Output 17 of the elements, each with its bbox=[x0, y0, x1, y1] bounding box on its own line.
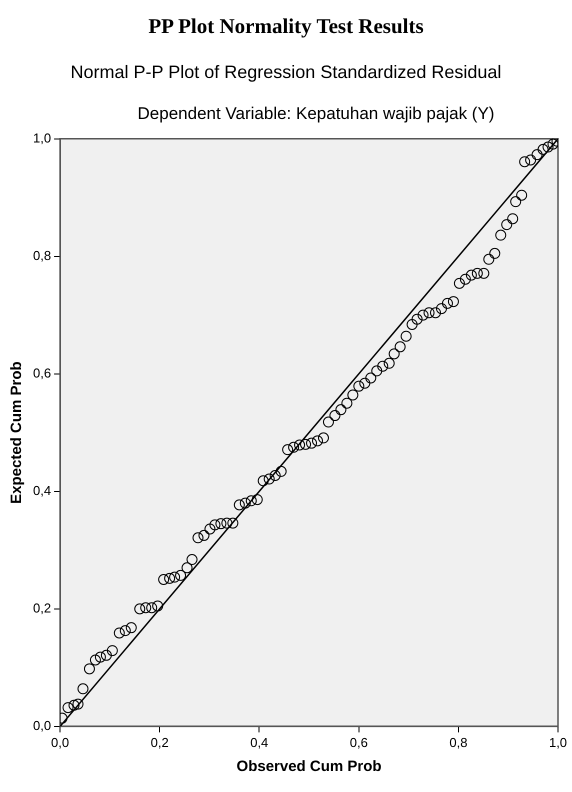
y-tick-label: 0,4 bbox=[32, 482, 52, 498]
y-axis-title: Expected Cum Prob bbox=[8, 361, 26, 504]
y-tick-label: 0,6 bbox=[32, 365, 52, 380]
x-tick-label: 0,0 bbox=[51, 734, 70, 750]
x-tick-label: 0,4 bbox=[250, 734, 268, 750]
chart-subtitle: Normal P-P Plot of Regression Standardized Residual bbox=[70, 62, 502, 83]
x-tick-label: 0,8 bbox=[449, 734, 468, 750]
y-tick-label: 1,0 bbox=[32, 130, 52, 146]
y-tick-label: 0,8 bbox=[32, 248, 52, 263]
x-axis-title: Observed Cum Prob bbox=[236, 758, 382, 776]
y-tick-label: 0,2 bbox=[32, 600, 52, 616]
x-tick-label: 1,0 bbox=[548, 734, 568, 750]
chart-title: PP Plot Normality Test Results bbox=[147, 14, 425, 39]
x-tick-label: 0,2 bbox=[150, 734, 169, 750]
x-tick-label: 0,6 bbox=[350, 734, 368, 750]
y-tick-label: 0,0 bbox=[32, 718, 52, 733]
text: Dependent Variable: Kepatuhan wajib pajak (Y) bbox=[136, 104, 496, 124]
